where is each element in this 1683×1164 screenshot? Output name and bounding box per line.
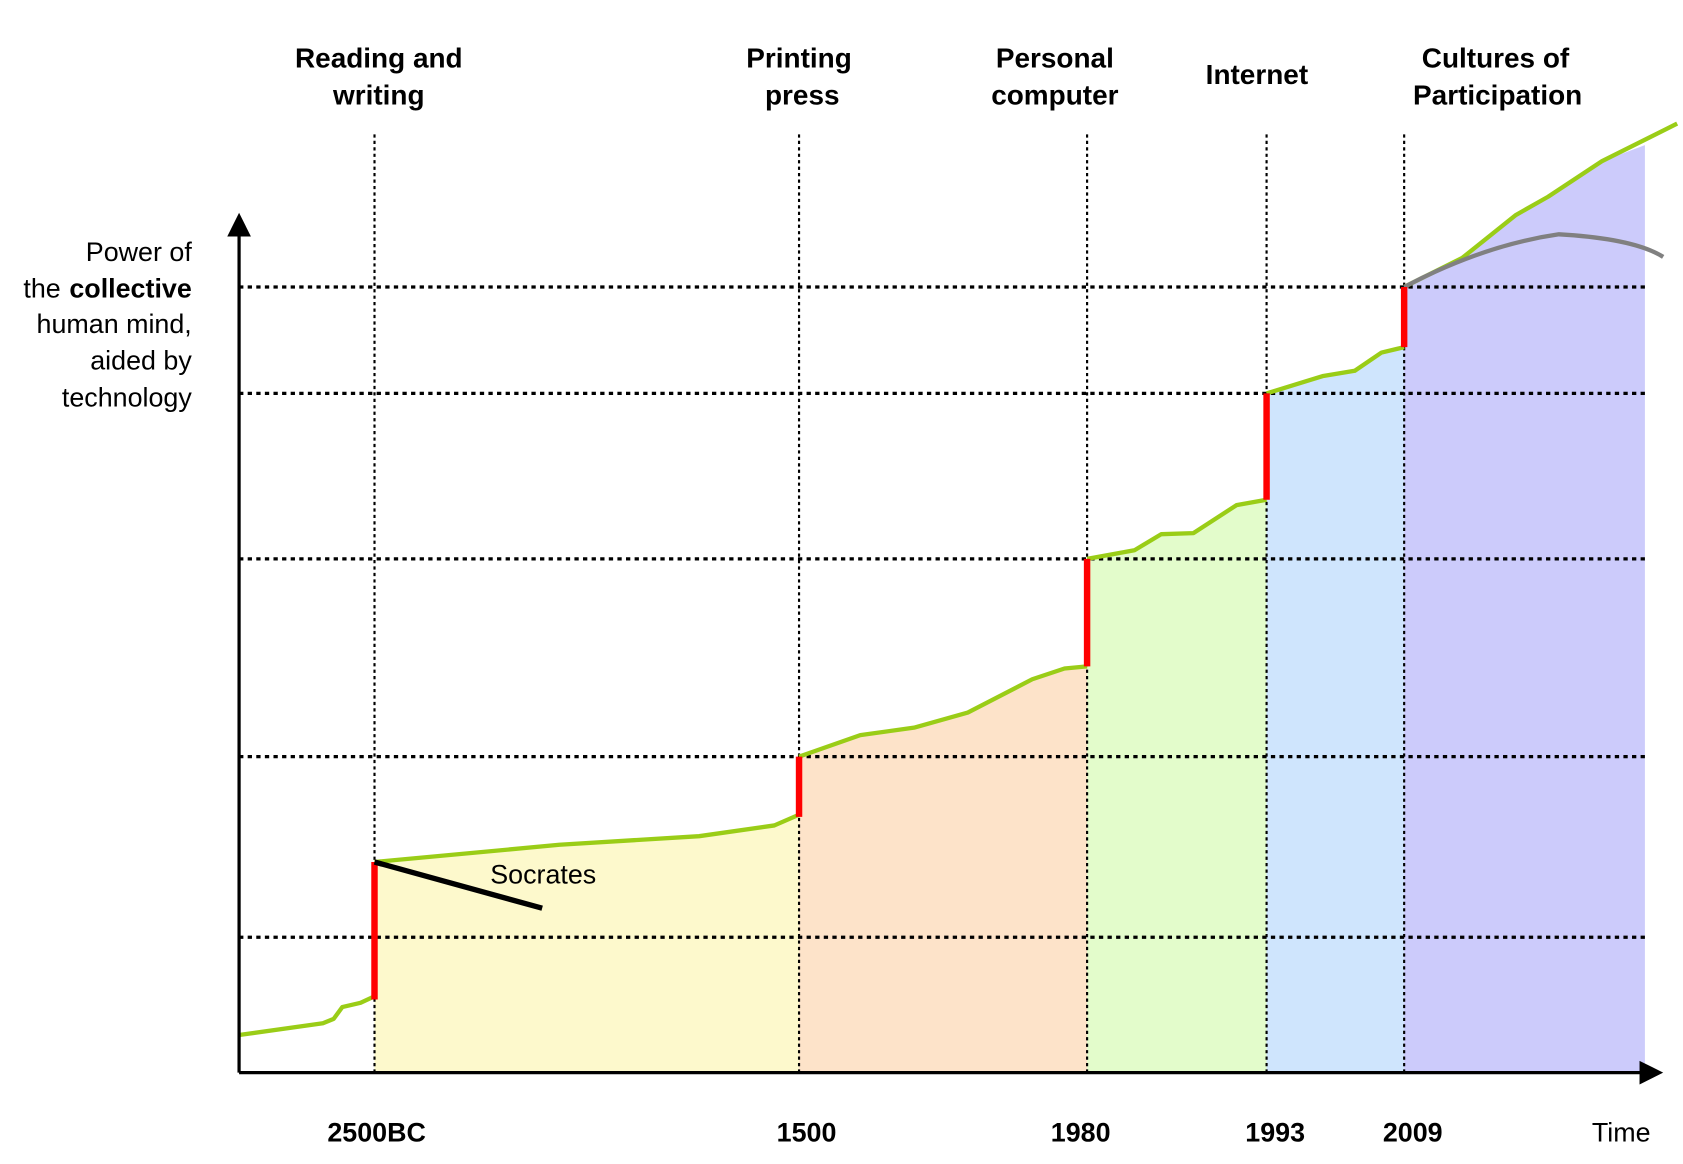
region-pc xyxy=(1087,499,1267,1073)
y-label-line: Power of xyxy=(86,237,193,267)
era-title: Printing xyxy=(746,43,852,74)
era-title: writing xyxy=(332,79,425,110)
growth-curve xyxy=(1086,497,1267,562)
era-titles: Reading and writing Printing press Perso… xyxy=(295,43,1582,111)
socrates-line xyxy=(373,859,543,911)
y-label-line: human mind, xyxy=(37,309,192,339)
axes xyxy=(227,212,1664,1085)
x-axis-label: Time xyxy=(1592,1117,1651,1147)
y-label-line: technology xyxy=(62,382,192,412)
date-label: 1500 xyxy=(777,1117,837,1147)
date-label: 1980 xyxy=(1051,1117,1111,1147)
region-participation xyxy=(1404,145,1645,1073)
growth-curve xyxy=(238,994,376,1038)
y-label: Power of the collective human mind, aided… xyxy=(23,237,192,412)
era-title: Internet xyxy=(1206,59,1308,90)
date-label: 1993 xyxy=(1245,1117,1305,1147)
era-title: Cultures of xyxy=(1422,43,1570,74)
y-label-line: aided by xyxy=(90,346,192,376)
era-title: Participation xyxy=(1413,79,1582,110)
era-title: Reading and xyxy=(295,43,463,74)
region-writing xyxy=(374,814,800,1073)
regions xyxy=(374,145,1645,1073)
curves xyxy=(238,121,1679,1038)
alt-curve xyxy=(1403,232,1665,289)
era-title: press xyxy=(765,79,840,110)
y-label-line: the collective xyxy=(23,274,191,304)
region-internet xyxy=(1266,347,1405,1073)
growth-curve xyxy=(1265,345,1405,396)
y-label-bold: collective xyxy=(69,274,191,304)
era-title: computer xyxy=(991,79,1118,110)
date-label: 2500BC xyxy=(327,1117,426,1147)
growth-curve xyxy=(798,664,1088,759)
dates: 2500BC 1500 1980 1993 2009 Time xyxy=(327,1117,1650,1147)
y-label-part: the xyxy=(23,274,60,304)
y-arrow xyxy=(227,212,251,237)
era-title: Personal xyxy=(996,43,1114,74)
date-label: 2009 xyxy=(1383,1117,1443,1147)
region-printing xyxy=(799,666,1088,1073)
x-arrow xyxy=(1639,1060,1664,1085)
growth-curve xyxy=(374,812,800,865)
annotation: Socrates xyxy=(490,859,596,889)
